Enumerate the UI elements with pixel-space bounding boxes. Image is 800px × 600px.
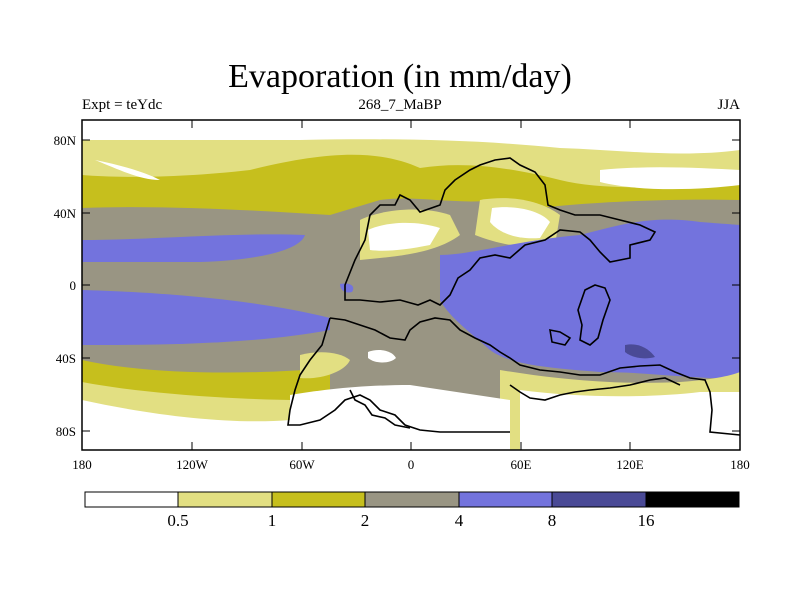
colorbar-box-3 <box>365 492 459 507</box>
lon-label-120w: 120W <box>176 457 209 472</box>
colorbar-label-16: 16 <box>638 511 655 530</box>
experiment-label: Expt = teYdc <box>82 97 163 113</box>
colorbar-label-4: 4 <box>455 511 464 530</box>
field-land-north-east-dry <box>490 207 550 239</box>
field-land-north-west-dry <box>368 222 440 251</box>
colorbar-label-8: 8 <box>548 511 557 530</box>
field-trop-north-pacific <box>82 234 305 262</box>
field-trop-indian-ocean <box>440 219 740 379</box>
lat-label-0: 0 <box>70 278 77 293</box>
colorbar-box-0 <box>85 492 178 507</box>
field-south-atlantic-patch <box>300 352 350 379</box>
colorbar-label-2: 2 <box>361 511 370 530</box>
lon-label-180e: 180 <box>730 457 750 472</box>
lon-label-60w: 60W <box>289 457 315 472</box>
coastline-south-continent-north-edge <box>329 317 740 436</box>
lat-label-40s: 40S <box>56 351 76 366</box>
colorbar-label-0p5: 0.5 <box>167 511 188 530</box>
lat-label-40n: 40N <box>54 206 77 221</box>
coastline-north-continent <box>344 157 657 306</box>
lon-label-60e: 60E <box>511 457 532 472</box>
colorbar-box-2 <box>272 492 365 507</box>
coastline-south-continent-west-edge <box>287 317 510 433</box>
lon-label-120e: 120E <box>616 457 644 472</box>
colorbar-frame <box>84 491 740 508</box>
field-south-east-white <box>520 390 740 450</box>
lon-ticks <box>81 120 741 450</box>
period-label: 268_7_MaBP <box>358 97 442 113</box>
season-label: JJA <box>717 97 740 113</box>
lon-labels: 180 120W 60W 0 60E 120E 180 <box>72 457 750 472</box>
lat-label-80n: 80N <box>54 133 77 148</box>
lat-label-80s: 80S <box>56 424 76 439</box>
field-trop-south-pacific <box>82 290 330 345</box>
lon-label-0: 0 <box>408 457 415 472</box>
field-north-lt0p5 <box>82 120 740 154</box>
coastline-south-continent-south-edge <box>509 377 681 401</box>
field-8to16-patch <box>625 344 655 359</box>
coastline-island-2 <box>549 328 572 346</box>
field-north-east-patch <box>600 167 740 190</box>
coastlines <box>287 157 740 436</box>
field-south-polar-white <box>290 385 510 450</box>
field-south-atlantic-dry <box>368 350 396 363</box>
field-south-lt0p5 <box>82 400 290 450</box>
field-north-patch <box>95 160 160 180</box>
lon-label-180w: 180 <box>72 457 92 472</box>
coastline-south-pole-outline <box>349 389 411 429</box>
colorbar-box-4 <box>459 492 552 507</box>
field-trop-small-patch <box>340 283 354 293</box>
plot-title: Evaporation (in mm/day) <box>228 58 572 95</box>
coastline-island-1 <box>577 284 611 346</box>
colorbar-box-5 <box>552 492 646 507</box>
colorbar-box-1 <box>178 492 272 507</box>
colorbar: 0.5 1 2 4 8 16 <box>84 491 740 530</box>
evaporation-field <box>82 120 740 450</box>
colorbar-label-1: 1 <box>268 511 277 530</box>
lat-ticks <box>82 139 740 432</box>
colorbar-box-6 <box>646 492 739 507</box>
lat-labels: 80N 40N 0 40S 80S <box>54 133 77 439</box>
